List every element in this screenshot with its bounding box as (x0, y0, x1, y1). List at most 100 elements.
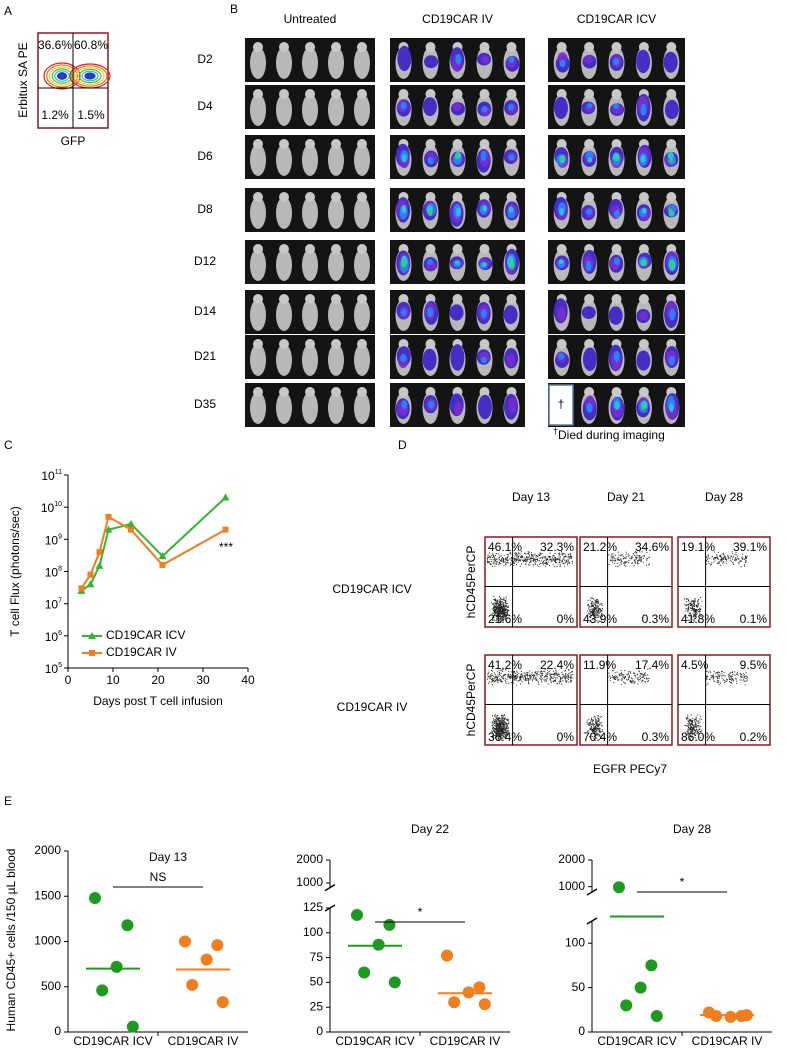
event (545, 558, 547, 560)
event (630, 558, 632, 560)
event (558, 553, 560, 555)
event (506, 612, 508, 614)
event (527, 552, 529, 554)
mouse-head (584, 294, 595, 304)
event (622, 555, 624, 557)
event (593, 602, 595, 604)
event (497, 676, 499, 678)
mouse (250, 197, 266, 229)
event (694, 732, 696, 734)
event (493, 561, 495, 563)
event (723, 674, 725, 676)
event (732, 680, 734, 682)
event (556, 558, 558, 560)
event (637, 678, 639, 680)
event (688, 614, 690, 616)
event (571, 562, 573, 564)
event (498, 613, 500, 615)
event (613, 681, 615, 683)
event (635, 562, 637, 564)
event (595, 613, 597, 615)
signal (481, 55, 490, 64)
event (696, 724, 698, 726)
data-point (95, 561, 104, 569)
event (637, 677, 639, 679)
event (515, 684, 517, 686)
event (591, 597, 593, 599)
mouse (250, 47, 266, 79)
event (699, 721, 701, 723)
event (693, 733, 695, 735)
event (545, 673, 547, 675)
quadrant-label: 21.2% (583, 540, 617, 554)
event (599, 728, 601, 730)
event (560, 677, 562, 679)
event (519, 676, 521, 678)
event (506, 723, 508, 725)
event (684, 724, 686, 726)
event (596, 722, 598, 724)
event (571, 671, 573, 673)
event (553, 559, 555, 561)
event (501, 608, 503, 610)
quadrant-label: 9.5% (740, 658, 768, 672)
event (731, 551, 733, 553)
event (531, 555, 533, 557)
event (595, 726, 597, 728)
event (488, 561, 490, 563)
event (501, 560, 503, 562)
event (524, 674, 526, 676)
contour (56, 72, 68, 80)
event (599, 736, 601, 738)
event (505, 725, 507, 727)
event (492, 730, 494, 732)
event (493, 599, 495, 601)
event (713, 675, 715, 677)
event (602, 730, 604, 732)
event (561, 561, 563, 563)
event (497, 719, 499, 721)
event (515, 679, 517, 681)
signal (585, 260, 592, 272)
x-tick-label: CD19CAR IV (692, 1034, 763, 1048)
event (522, 556, 524, 558)
mouse-head (331, 192, 341, 202)
event (739, 672, 741, 674)
event (493, 610, 495, 612)
event (552, 563, 554, 565)
event (502, 604, 504, 606)
signal (613, 103, 620, 109)
event (695, 730, 697, 732)
event (616, 677, 618, 679)
event (555, 562, 557, 564)
event (552, 558, 554, 560)
event (543, 670, 545, 672)
event (502, 603, 504, 605)
event (500, 598, 502, 600)
event (696, 616, 698, 618)
event (500, 737, 502, 739)
event (745, 561, 747, 563)
event (520, 556, 522, 558)
event (505, 608, 507, 610)
event (498, 731, 500, 733)
event (511, 564, 513, 566)
event (541, 678, 543, 680)
event (493, 607, 495, 609)
event (513, 675, 515, 677)
event (712, 558, 714, 560)
mouse-head (305, 339, 315, 349)
event (489, 676, 491, 678)
event (696, 605, 698, 607)
event (502, 609, 504, 611)
event (687, 606, 689, 608)
event (589, 725, 591, 727)
event (593, 615, 595, 617)
event (698, 729, 700, 731)
event (527, 682, 529, 684)
event (725, 559, 727, 561)
chart-title: Day 28 (673, 822, 711, 836)
event (516, 556, 518, 558)
event (497, 603, 499, 605)
event (499, 555, 501, 557)
